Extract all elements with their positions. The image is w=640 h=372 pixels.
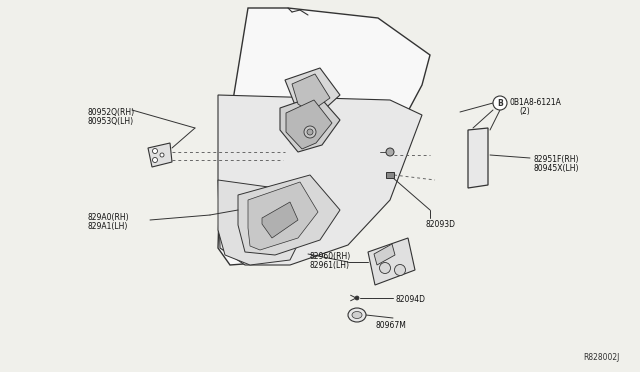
Polygon shape (218, 180, 310, 265)
Polygon shape (286, 100, 332, 149)
Text: B: B (497, 99, 503, 108)
Ellipse shape (352, 311, 362, 318)
Text: 829A1(LH): 829A1(LH) (88, 222, 129, 231)
Circle shape (493, 96, 507, 110)
Polygon shape (468, 128, 488, 188)
Polygon shape (285, 68, 340, 115)
Polygon shape (218, 8, 430, 265)
Polygon shape (292, 74, 330, 112)
Text: 829A0(RH): 829A0(RH) (88, 213, 130, 222)
Polygon shape (280, 95, 340, 152)
Polygon shape (218, 95, 422, 265)
Text: 80952Q(RH): 80952Q(RH) (88, 108, 135, 117)
Text: 80953Q(LH): 80953Q(LH) (88, 117, 134, 126)
Polygon shape (148, 143, 172, 167)
Text: (2): (2) (519, 107, 530, 116)
Circle shape (386, 148, 394, 156)
Polygon shape (262, 202, 298, 238)
Text: 82951F(RH): 82951F(RH) (533, 155, 579, 164)
Text: 80967M: 80967M (375, 321, 406, 330)
Circle shape (160, 153, 164, 157)
FancyBboxPatch shape (386, 172, 394, 178)
Polygon shape (248, 182, 318, 250)
Circle shape (380, 263, 390, 273)
Text: R828002J: R828002J (584, 353, 620, 362)
Polygon shape (374, 244, 395, 265)
Text: 82094D: 82094D (395, 295, 425, 304)
Circle shape (152, 148, 157, 154)
Circle shape (304, 126, 316, 138)
Text: 80945X(LH): 80945X(LH) (533, 164, 579, 173)
Polygon shape (368, 238, 415, 285)
Text: 82960(RH): 82960(RH) (310, 252, 351, 261)
Circle shape (394, 264, 406, 276)
Circle shape (152, 157, 157, 163)
Text: 0B1A8-6121A: 0B1A8-6121A (509, 98, 561, 107)
Circle shape (307, 129, 313, 135)
Text: 82093D: 82093D (425, 220, 455, 229)
Ellipse shape (348, 308, 366, 322)
Circle shape (355, 296, 359, 300)
Text: 82961(LH): 82961(LH) (310, 261, 350, 270)
Polygon shape (238, 175, 340, 255)
